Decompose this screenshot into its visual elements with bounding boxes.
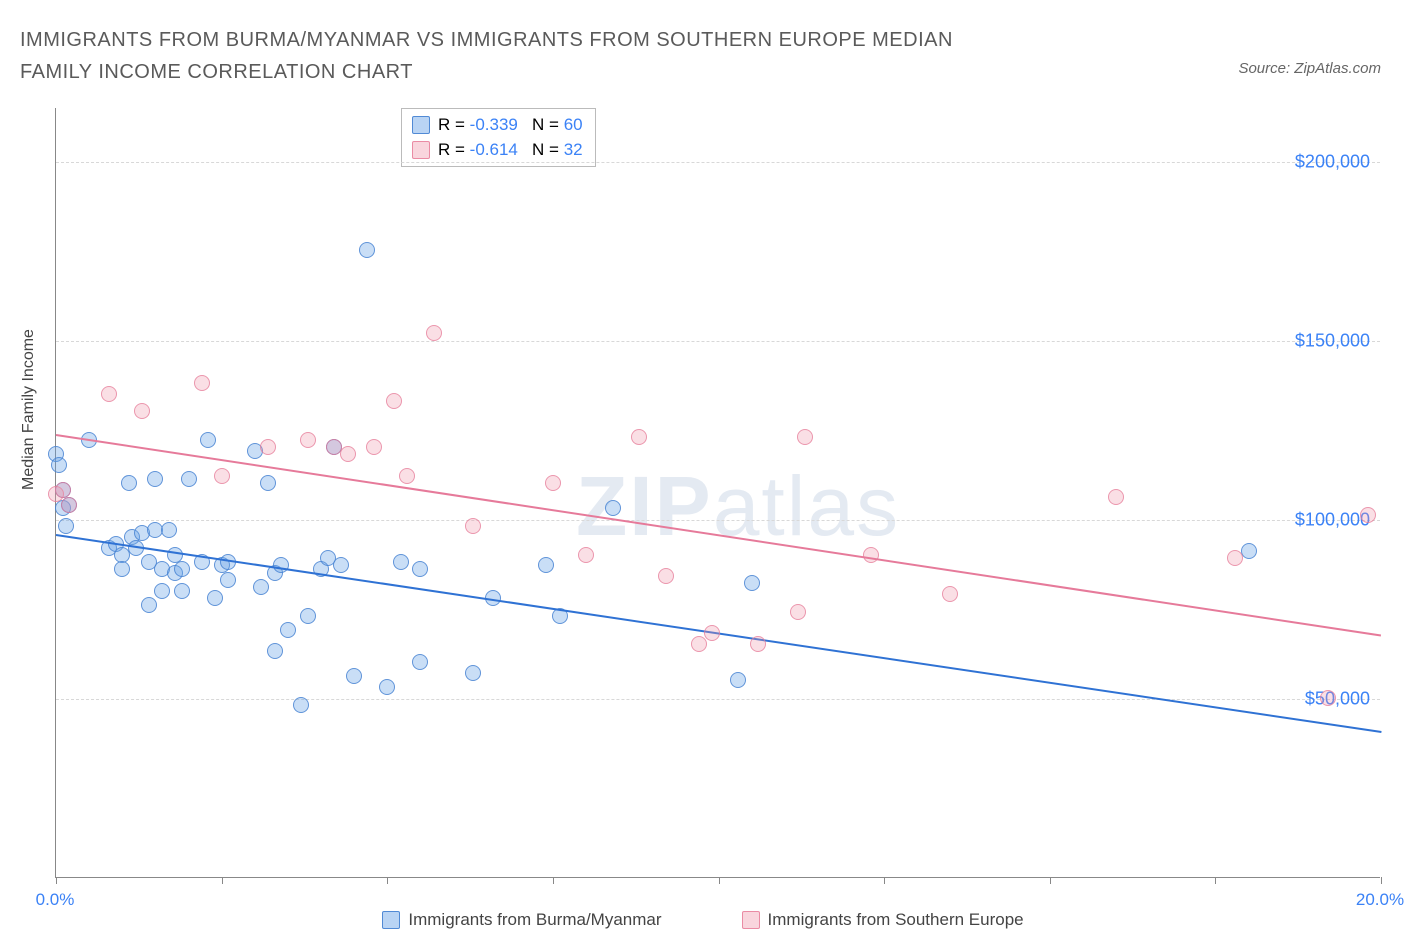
data-point [1320, 690, 1336, 706]
source-credit: Source: ZipAtlas.com [1238, 60, 1381, 77]
data-point [260, 475, 276, 491]
square-icon [412, 116, 430, 134]
plot-area: ZIPatlas R = -0.339 N = 60 R = -0.614 N … [55, 108, 1380, 878]
data-point [273, 557, 289, 573]
data-point [260, 439, 276, 455]
data-point [207, 590, 223, 606]
square-icon [742, 911, 760, 929]
x-tick [553, 877, 554, 884]
data-point [399, 468, 415, 484]
data-point [200, 432, 216, 448]
data-point [797, 429, 813, 445]
data-point [51, 457, 67, 473]
data-point [154, 583, 170, 599]
x-tick [1215, 877, 1216, 884]
gridline [56, 341, 1380, 342]
data-point [386, 393, 402, 409]
x-tick [1381, 877, 1382, 884]
square-icon [412, 141, 430, 159]
gridline [56, 520, 1380, 521]
data-point [545, 475, 561, 491]
data-point [658, 568, 674, 584]
data-point [426, 325, 442, 341]
data-point [1227, 550, 1243, 566]
data-point [220, 572, 236, 588]
data-point [161, 522, 177, 538]
data-point [1108, 489, 1124, 505]
data-point [147, 471, 163, 487]
data-point [101, 386, 117, 402]
y-tick-label: $50,000 [1305, 688, 1370, 709]
data-point [134, 403, 150, 419]
data-point [267, 643, 283, 659]
data-point [61, 497, 77, 513]
data-point [750, 636, 766, 652]
square-icon [382, 911, 400, 929]
data-point [412, 561, 428, 577]
data-point [605, 500, 621, 516]
bottom-legend: Immigrants from Burma/Myanmar Immigrants… [0, 910, 1406, 930]
gridline [56, 162, 1380, 163]
data-point [114, 561, 130, 577]
data-point [1360, 507, 1376, 523]
data-point [379, 679, 395, 695]
data-point [366, 439, 382, 455]
x-tick [719, 877, 720, 884]
x-tick [56, 877, 57, 884]
chart-title: IMMIGRANTS FROM BURMA/MYANMAR VS IMMIGRA… [20, 24, 1020, 88]
x-tick [222, 877, 223, 884]
correlation-legend: R = -0.339 N = 60 R = -0.614 N = 32 [401, 108, 596, 167]
x-tick-label: 20.0% [1356, 890, 1404, 910]
x-tick [387, 877, 388, 884]
data-point [704, 625, 720, 641]
trend-line [56, 434, 1381, 637]
legend-item-blue: Immigrants from Burma/Myanmar [382, 910, 661, 930]
data-point [465, 665, 481, 681]
data-point [412, 654, 428, 670]
x-tick [1050, 877, 1051, 884]
legend-item-pink: Immigrants from Southern Europe [742, 910, 1024, 930]
data-point [359, 242, 375, 258]
data-point [744, 575, 760, 591]
data-point [340, 446, 356, 462]
data-point [141, 597, 157, 613]
data-point [790, 604, 806, 620]
y-axis-label: Median Family Income [20, 329, 38, 490]
legend-row-blue: R = -0.339 N = 60 [412, 113, 583, 138]
data-point [253, 579, 269, 595]
gridline [56, 699, 1380, 700]
data-point [214, 468, 230, 484]
data-point [58, 518, 74, 534]
data-point [942, 586, 958, 602]
data-point [293, 697, 309, 713]
data-point [300, 608, 316, 624]
data-point [631, 429, 647, 445]
data-point [333, 557, 349, 573]
watermark: ZIPatlas [576, 458, 900, 555]
data-point [393, 554, 409, 570]
legend-row-pink: R = -0.614 N = 32 [412, 138, 583, 163]
data-point [280, 622, 296, 638]
data-point [578, 547, 594, 563]
data-point [174, 583, 190, 599]
data-point [181, 471, 197, 487]
x-tick [884, 877, 885, 884]
y-tick-label: $200,000 [1295, 151, 1370, 172]
data-point [465, 518, 481, 534]
data-point [730, 672, 746, 688]
data-point [194, 375, 210, 391]
data-point [346, 668, 362, 684]
y-tick-label: $100,000 [1295, 509, 1370, 530]
data-point [174, 561, 190, 577]
data-point [300, 432, 316, 448]
data-point [538, 557, 554, 573]
y-tick-label: $150,000 [1295, 330, 1370, 351]
data-point [121, 475, 137, 491]
data-point [691, 636, 707, 652]
x-tick-label: 0.0% [36, 890, 75, 910]
